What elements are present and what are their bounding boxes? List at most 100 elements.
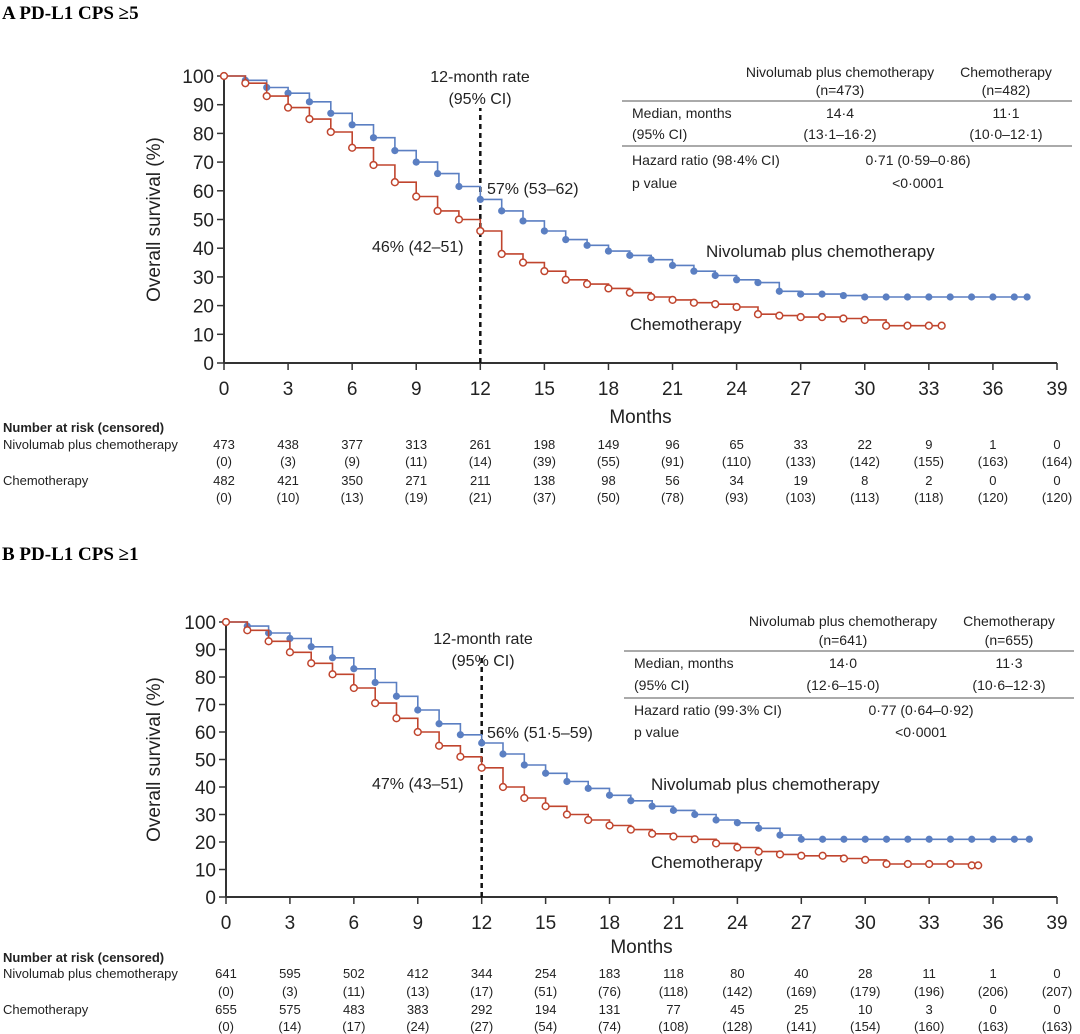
risk-nivo-censored: (9): [344, 454, 360, 469]
risk-chemo-count: 211: [470, 473, 491, 488]
chemo-censor-mark: [946, 859, 955, 869]
nivo-censor-mark: [755, 824, 763, 832]
table-median-nivo: 14·0: [829, 655, 857, 671]
risk-chemo-count: 98: [601, 473, 615, 488]
risk-chemo-count: 0: [989, 1002, 996, 1017]
nivo-censor-mark: [840, 835, 848, 843]
nivo-censor-mark: [839, 291, 848, 300]
y-tick-label: 60: [195, 723, 216, 744]
risk-chemo-censored: (74): [598, 1019, 621, 1034]
table-col-nivo-title: Nivolumab plus chemotherapy: [746, 64, 934, 80]
chemo-censor-mark: [241, 79, 250, 88]
x-tick-label: 30: [855, 913, 876, 934]
risk-chemo-count: 0: [989, 473, 996, 488]
risk-nivo-label: Nivolumab plus chemotherapy: [3, 966, 178, 981]
risk-chemo-count: 56: [665, 473, 679, 488]
table-ci-label: (95% CI): [634, 677, 689, 693]
chemo-censor-mark: [711, 300, 720, 309]
table-col-chemo-title: Chemotherapy: [963, 613, 1055, 629]
nivo-censor-mark: [499, 750, 507, 758]
risk-nivo-count: 254: [535, 966, 557, 981]
hazard-table: Nivolumab plus chemotherapy (n=641) Chem…: [624, 613, 1074, 740]
x-tick-label: 24: [726, 379, 748, 400]
table-p-label: p value: [632, 175, 677, 191]
chemo-censor-mark: [326, 127, 335, 137]
nivo-censor-mark: [668, 261, 677, 270]
x-tick-label: 3: [285, 913, 296, 934]
x-tick-label: 30: [854, 379, 875, 400]
chemo-censor-mark: [434, 741, 444, 750]
chemo-censor-mark: [775, 311, 784, 320]
nivo-censor-mark: [604, 247, 613, 255]
nivo-censor-mark: [669, 806, 678, 814]
nivo-censor-mark: [626, 251, 634, 259]
risk-chemo-censored: (154): [850, 1019, 880, 1034]
chemo-censor-mark: [584, 815, 593, 825]
chemo-censor-mark: [625, 288, 634, 297]
chemo-censor-mark: [390, 178, 400, 187]
x-tick-label: 12: [470, 379, 491, 400]
chemo-censor-mark: [974, 861, 983, 870]
x-tick-label: 9: [412, 913, 423, 934]
risk-nivo-count: 438: [277, 437, 299, 452]
x-tick-label: 27: [791, 913, 812, 934]
chemo-censor-mark: [903, 321, 912, 330]
chemo-censor-mark: [732, 302, 741, 312]
table-p-label: p value: [634, 724, 679, 740]
risk-nivo-count: 502: [343, 966, 365, 981]
risk-nivo-count: 313: [405, 437, 427, 452]
table-hr-label: Hazard ratio (99·3% CI): [634, 702, 782, 718]
nivo-censor-mark: [797, 290, 805, 298]
table-ci-chemo: (10·6–12·3): [972, 677, 1045, 693]
risk-chemo-count: 45: [730, 1002, 744, 1017]
table-ci-nivo: (13·1–16·2): [803, 126, 876, 142]
chemo-censor-mark: [689, 298, 699, 307]
nivo-censor-mark: [542, 769, 550, 777]
risk-nivo-censored: (196): [914, 984, 944, 999]
nivo-censor-mark: [1025, 835, 1033, 843]
risk-chemo-censored: (24): [406, 1019, 429, 1034]
risk-chemo-censored: (10): [277, 490, 300, 505]
risk-nivo-censored: (133): [786, 454, 816, 469]
risk-chemo-count: 483: [343, 1002, 365, 1017]
risk-chemo-censored: (163): [1042, 1019, 1072, 1034]
risk-nivo-censored: (11): [343, 984, 365, 999]
table-ci-nivo: (12·6–15·0): [806, 677, 879, 693]
chemo-censor-mark: [668, 295, 677, 305]
nivo-censor-mark: [925, 835, 933, 843]
y-axis-label: Overall survival (%): [144, 137, 165, 302]
y-tick-label: 100: [184, 613, 216, 634]
risk-nivo-count: 0: [1053, 966, 1060, 981]
risk-chemo-count: 8: [861, 473, 868, 488]
risk-chemo-censored: (50): [597, 490, 620, 505]
nivo-censor-mark: [391, 147, 399, 155]
table-ci-chemo: (10·0–12·1): [969, 126, 1042, 142]
risk-nivo-count: 65: [729, 437, 743, 452]
nivo-censor-mark: [691, 810, 699, 819]
risk-chemo-censored: (13): [341, 490, 364, 505]
table-p-value: <0·0001: [895, 724, 947, 740]
y-tick-label: 50: [193, 211, 214, 232]
table-median-label: Median, months: [632, 105, 732, 121]
chemo-censor-mark: [305, 114, 314, 124]
y-tick-label: 70: [193, 153, 214, 174]
x-tick-label: 18: [599, 913, 620, 934]
nivo-censor-mark: [861, 293, 869, 301]
panel-title: B PD-L1 CPS ≥1: [2, 544, 139, 565]
annotations: 12-month rate (95% CI) 57% (53–62) 46% (…: [372, 69, 935, 334]
nivo-censor-mark: [648, 802, 656, 810]
x-tick-label: 24: [727, 913, 749, 934]
panel-title: A PD-L1 CPS ≥5: [2, 3, 139, 24]
chemo-censor-mark: [903, 859, 912, 869]
y-tick-label: 0: [203, 354, 214, 375]
nivo-censor-mark: [478, 739, 486, 747]
nivo-censor-mark: [818, 290, 826, 298]
nivo-censor-mark: [925, 293, 933, 301]
risk-nivo-censored: (11): [405, 454, 427, 469]
x-tick-label: 9: [411, 379, 422, 400]
rate-annotation-line2: (95% CI): [448, 91, 511, 108]
risk-chemo-label: Chemotherapy: [3, 1002, 89, 1017]
risk-nivo-censored: (110): [722, 454, 751, 469]
y-tick-label: 90: [193, 96, 214, 117]
risk-nivo-count: 641: [215, 966, 237, 981]
